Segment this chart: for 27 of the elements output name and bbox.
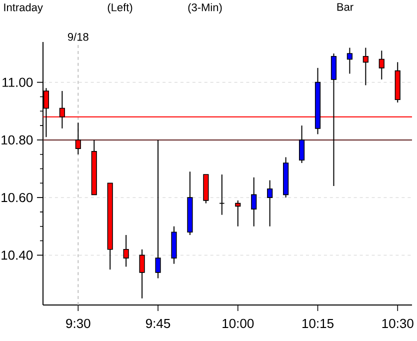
candlestick (298, 125, 305, 164)
candlestick (267, 180, 273, 227)
x-tick-label: 10:30 (382, 318, 414, 328)
text: Bar (337, 3, 354, 11)
ref-line-label: 9/18 (68, 32, 88, 41)
candlestick (330, 53, 337, 187)
y-tick-label: 11.00 (2, 78, 33, 87)
candlestick (235, 200, 241, 227)
x-tick-label: 9:45 (146, 318, 170, 328)
candlestick (139, 248, 145, 299)
candlestick (75, 122, 81, 155)
chart-title: Intraday (4, 3, 43, 14)
text: (Left) (108, 3, 132, 14)
candlestick (346, 47, 352, 74)
x-tick-label: 9:30 (66, 318, 90, 328)
y-tick-label: 10.40 (2, 250, 33, 260)
y-tick-label: 10.80 (2, 135, 33, 145)
x-tick-label: 10:15 (302, 318, 334, 328)
x-tick-label: 10:00 (222, 318, 254, 328)
candlestick (378, 50, 384, 80)
text: (3-Min) (188, 3, 222, 14)
candlestick (362, 47, 368, 86)
y-tick-label: 10.60 (2, 192, 33, 202)
candlestick (155, 139, 161, 279)
candlestick (123, 234, 129, 268)
candlestick (251, 176, 257, 227)
candlestick (219, 174, 225, 216)
